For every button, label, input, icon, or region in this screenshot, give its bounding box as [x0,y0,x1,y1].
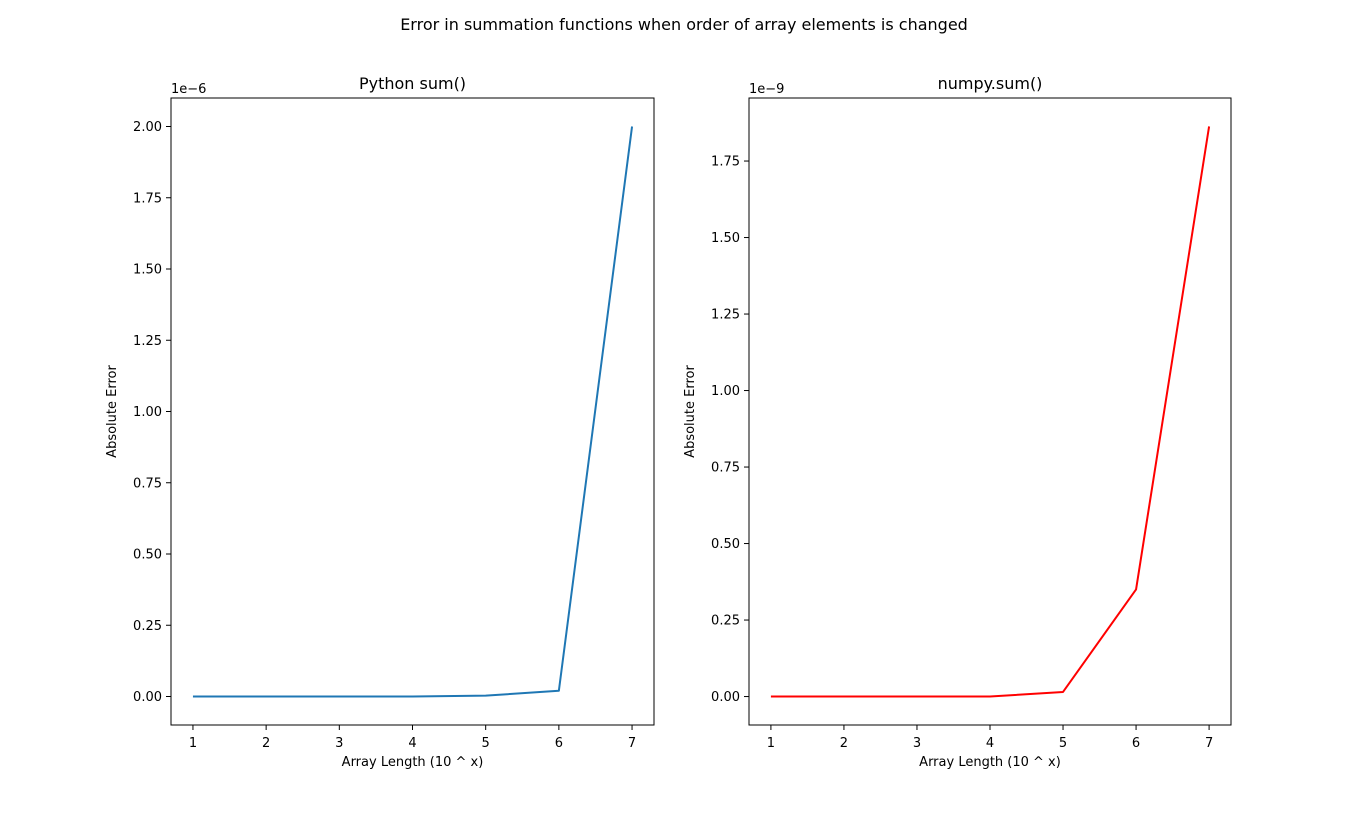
y-tick-label: 1.00 [711,384,740,399]
axes-title: numpy.sum() [938,74,1043,93]
y-axis-label: Absolute Error [683,365,698,458]
x-tick-label: 3 [913,736,921,751]
x-axis-label: Array Length (10 ^ x) [919,755,1061,770]
axes-title: Python sum() [359,74,466,93]
y-tick-label: 0.50 [711,537,740,552]
x-tick-label: 4 [986,736,994,751]
x-tick-label: 4 [408,736,416,751]
y-offset-text: 1e−9 [749,82,784,97]
y-tick-label: 1.75 [711,155,740,170]
x-tick-label: 2 [262,736,270,751]
x-tick-label: 3 [335,736,343,751]
x-tick-label: 7 [1205,736,1213,751]
y-tick-label: 0.00 [711,690,740,705]
axes-python-sum: Python sum() 1e−6 1 2 3 4 5 6 7 0.00 0.25 0.50 0.75 1… [105,74,655,770]
y-tick-label: 1.75 [133,191,162,206]
y-tick-label: 0.75 [711,461,740,476]
y-tick-label: 0.25 [133,619,162,634]
y-tick-label: 1.50 [711,231,740,246]
x-tick-label: 1 [767,736,775,751]
x-tick-label: 6 [555,736,563,751]
y-tick-label: 0.50 [133,548,162,563]
y-tick-label: 1.25 [711,308,740,323]
axes-numpy-sum: numpy.sum() 1e−9 1 2 3 4 5 6 7 0.00 0.25 0.50 0.75 1.… [683,74,1232,770]
y-tick-label: 1.00 [133,405,162,420]
y-tick-label: 1.50 [133,263,162,278]
y-tick-label: 0.00 [133,690,162,705]
x-tick-label: 1 [189,736,197,751]
y-tick-label: 2.00 [133,120,162,135]
x-tick-label: 5 [482,736,490,751]
figure-title: Error in summation functions when order … [400,15,968,34]
x-tick-label: 6 [1132,736,1140,751]
x-axis-label: Array Length (10 ^ x) [342,755,484,770]
y-offset-text: 1e−6 [171,82,206,97]
x-tick-label: 5 [1059,736,1067,751]
y-tick-label: 1.25 [133,334,162,349]
x-tick-label: 7 [628,736,636,751]
x-tick-label: 2 [840,736,848,751]
y-tick-label: 0.75 [133,476,162,491]
y-axis-label: Absolute Error [105,365,120,458]
y-tick-label: 0.25 [711,614,740,629]
